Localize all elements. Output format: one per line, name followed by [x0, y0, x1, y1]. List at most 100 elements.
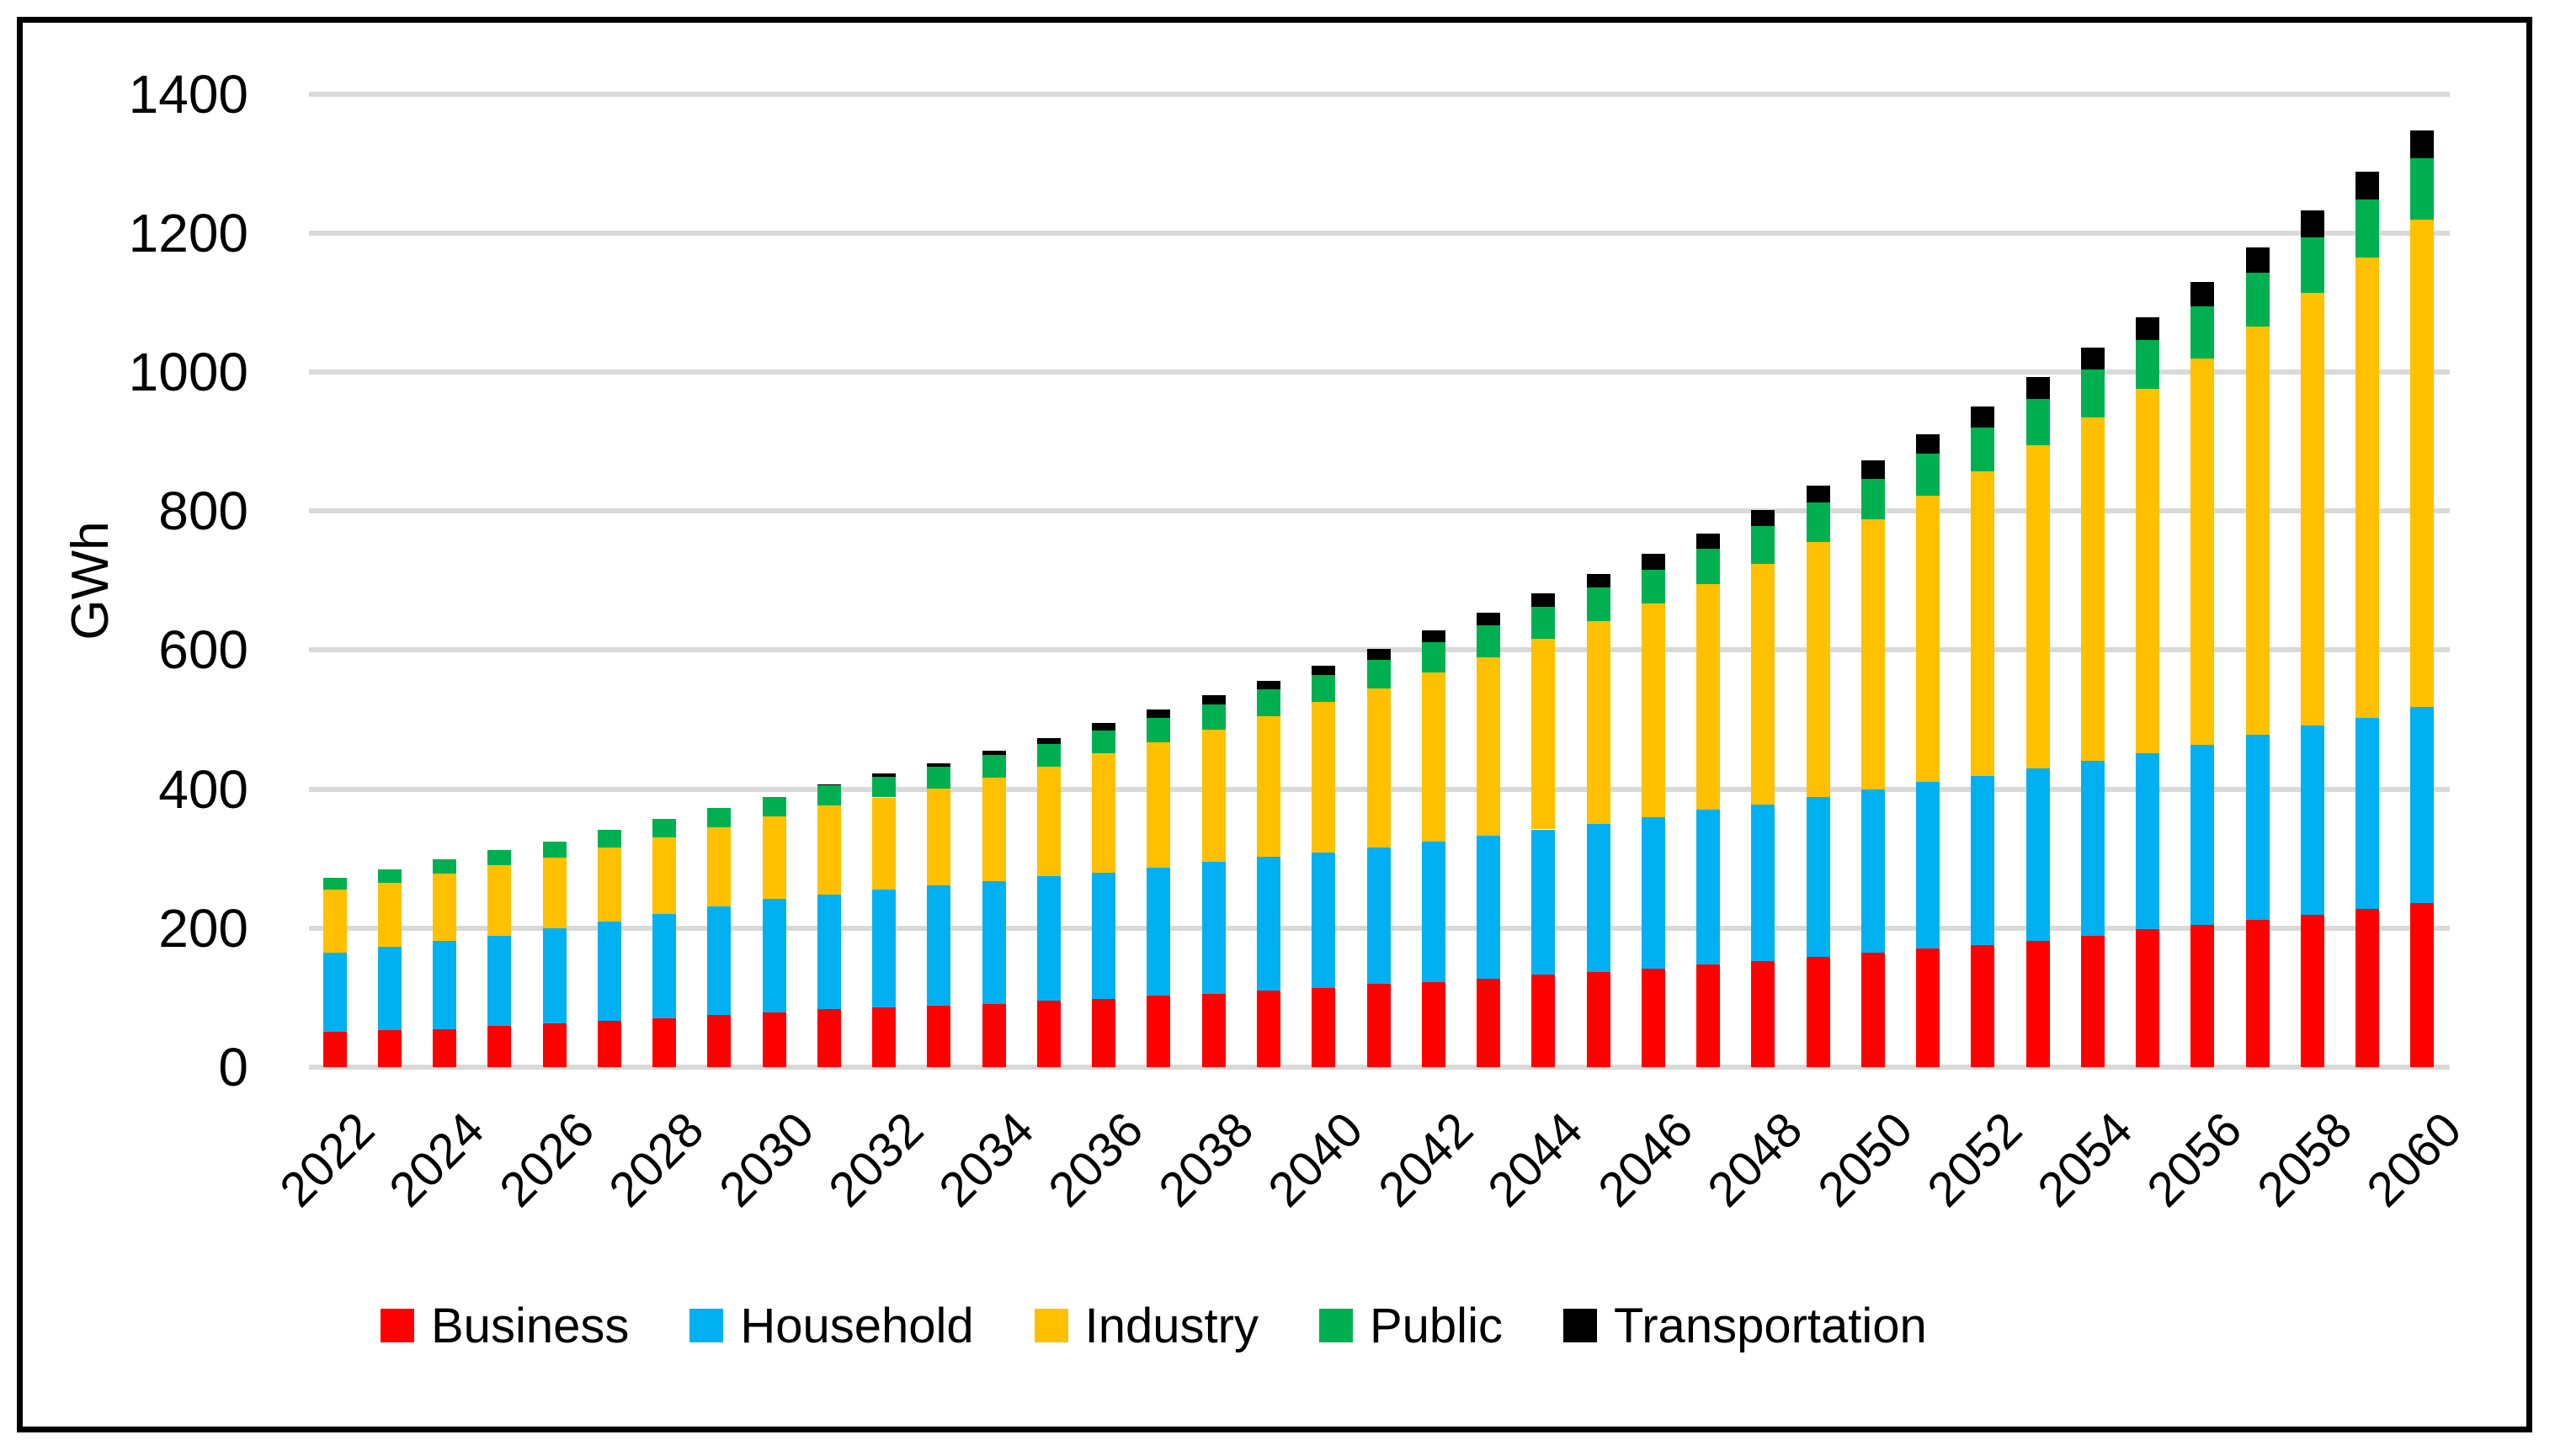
bar-segment-2057-public — [2245, 272, 2270, 327]
bar-segment-2030-household — [762, 899, 786, 1012]
bar-segment-2028-industry — [652, 837, 677, 915]
bar-segment-2058-household — [2300, 725, 2324, 916]
bar-segment-2042-household — [1421, 841, 1445, 983]
bar-segment-2038-industry — [1201, 730, 1226, 863]
bar-segment-2039-transportation — [1256, 680, 1280, 690]
y-axis-tick-label: 400 — [158, 758, 248, 820]
bar-segment-2036-public — [1092, 731, 1116, 754]
bar-segment-2024-industry — [433, 874, 457, 942]
bar-segment-2049-household — [1806, 796, 1830, 957]
bar-segment-2051-business — [1916, 948, 1940, 1067]
bar-segment-2041-industry — [1366, 688, 1391, 848]
bar-segment-2044-business — [1531, 975, 1556, 1067]
bar-segment-2036-industry — [1092, 753, 1116, 873]
bar-segment-2022-household — [322, 952, 347, 1032]
bar-segment-2059-business — [2355, 908, 2380, 1067]
bar-segment-2047-household — [1696, 810, 1721, 964]
legend-item-household: Household — [689, 1298, 974, 1354]
y-axis-tick-label: 1000 — [128, 342, 248, 402]
bar-segment-2060-public — [2410, 157, 2435, 221]
bar-segment-2047-business — [1696, 964, 1721, 1067]
bar-segment-2022-business — [322, 1031, 347, 1067]
bar-segment-2039-household — [1256, 856, 1280, 991]
gridline — [309, 230, 2450, 236]
bar-segment-2042-industry — [1421, 672, 1445, 842]
bar-segment-2047-transportation — [1696, 533, 1721, 549]
bar-segment-2039-industry — [1256, 715, 1280, 857]
bar-segment-2046-transportation — [1641, 553, 1665, 570]
bar-segment-2024-public — [433, 859, 457, 874]
bar-segment-2034-public — [982, 755, 1006, 778]
bar-segment-2050-transportation — [1860, 460, 1885, 480]
y-axis-tick-label: 0 — [218, 1037, 248, 1097]
bar-segment-2027-business — [597, 1021, 621, 1067]
bar-segment-2036-household — [1092, 872, 1116, 1000]
bar-segment-2034-transportation — [982, 751, 1006, 756]
bar-segment-2048-business — [1751, 960, 1775, 1067]
bar-segment-2039-public — [1256, 689, 1280, 716]
bar-segment-2023-public — [377, 869, 402, 884]
bar-segment-2059-household — [2355, 717, 2380, 909]
bar-segment-2035-public — [1036, 743, 1061, 768]
bar-segment-2060-household — [2410, 707, 2435, 904]
bar-segment-2059-transportation — [2355, 172, 2380, 200]
bar-segment-2046-industry — [1641, 603, 1665, 817]
bar-segment-2032-industry — [872, 797, 897, 890]
legend-item-transportation: Transportation — [1562, 1298, 1927, 1354]
bar-segment-2037-public — [1147, 718, 1171, 743]
legend-swatch-business — [381, 1309, 414, 1342]
bar-segment-2032-household — [872, 890, 897, 1007]
bar-segment-2024-household — [433, 941, 457, 1029]
bar-segment-2050-industry — [1860, 519, 1885, 789]
bar-segment-2030-business — [762, 1012, 786, 1067]
bar-segment-2049-industry — [1806, 542, 1830, 797]
bar-segment-2049-transportation — [1806, 486, 1830, 503]
bar-segment-2037-household — [1147, 867, 1171, 996]
bar-segment-2045-household — [1586, 823, 1610, 972]
bar-segment-2033-industry — [927, 788, 951, 886]
bar-segment-2057-household — [2245, 735, 2270, 920]
gridline — [309, 91, 2450, 97]
bar-segment-2044-household — [1531, 829, 1556, 975]
bar-segment-2056-public — [2190, 306, 2215, 359]
bar-segment-2041-household — [1366, 847, 1391, 984]
bar-segment-2034-industry — [982, 778, 1006, 882]
bar-segment-2036-transportation — [1092, 723, 1116, 731]
bar-segment-2037-transportation — [1147, 709, 1171, 719]
y-axis-tick-label: 200 — [158, 897, 248, 959]
bar-segment-2023-household — [377, 947, 402, 1031]
gridline — [309, 508, 2450, 514]
legend-swatch-household — [689, 1309, 724, 1342]
bar-segment-2031-household — [817, 895, 841, 1010]
bar-segment-2029-public — [707, 807, 732, 828]
bar-segment-2055-transportation — [2136, 316, 2160, 340]
bar-segment-2035-transportation — [1036, 738, 1061, 744]
bar-segment-2058-transportation — [2300, 210, 2324, 237]
bar-segment-2044-public — [1531, 607, 1556, 640]
bar-segment-2043-industry — [1477, 656, 1500, 836]
bar-segment-2039-business — [1256, 991, 1280, 1067]
bar-segment-2050-household — [1860, 789, 1885, 953]
legend: Business Household Industry Public Transport… — [381, 1296, 1927, 1355]
bar-segment-2052-industry — [1971, 471, 1995, 776]
bar-segment-2042-transportation — [1421, 630, 1445, 643]
bar-segment-2032-business — [872, 1007, 897, 1067]
bar-segment-2030-public — [762, 796, 786, 816]
bar-segment-2025-industry — [487, 865, 512, 936]
bar-segment-2040-public — [1312, 675, 1336, 702]
bar-segment-2056-business — [2190, 924, 2215, 1067]
bar-segment-2056-industry — [2190, 359, 2215, 745]
bar-segment-2027-public — [597, 830, 621, 848]
bar-segment-2027-household — [597, 921, 621, 1022]
bar-segment-2052-public — [1971, 428, 1995, 472]
bar-segment-2022-industry — [322, 890, 347, 953]
bar-segment-2033-household — [927, 885, 951, 1007]
bar-segment-2044-industry — [1531, 639, 1556, 830]
bar-segment-2057-transportation — [2245, 247, 2270, 273]
bar-segment-2046-business — [1641, 968, 1665, 1067]
bar-segment-2051-public — [1916, 454, 1940, 496]
bar-segment-2034-business — [982, 1003, 1006, 1067]
bar-segment-2048-household — [1751, 804, 1775, 961]
bar-segment-2038-public — [1201, 704, 1226, 731]
